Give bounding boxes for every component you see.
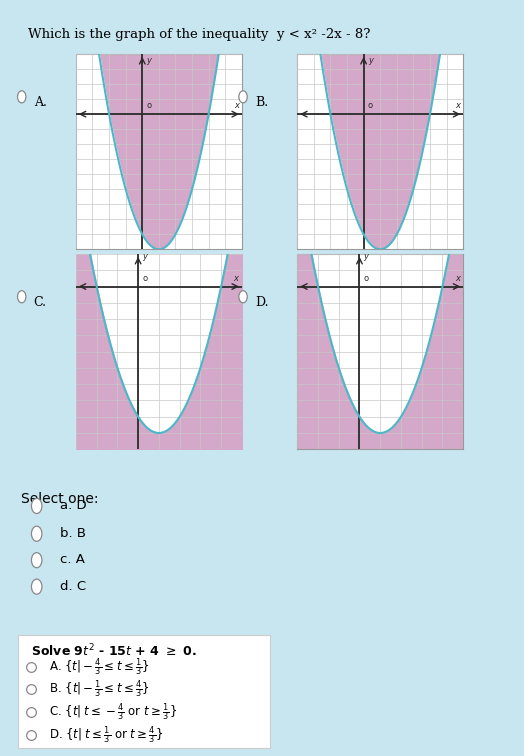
Text: D. $\{t|\;t\leq\frac{1}{3}$ or $t\geq\frac{4}{3}\}$: D. $\{t|\;t\leq\frac{1}{3}$ or $t\geq\fr… [49,724,163,745]
Text: Which is the graph of the inequality  y < x² -2x - 8?: Which is the graph of the inequality y <… [28,29,370,42]
Text: C.: C. [34,296,47,309]
Text: C. $\{t|\;t\leq-\frac{4}{3}$ or $t\geq\frac{1}{3}\}$: C. $\{t|\;t\leq-\frac{4}{3}$ or $t\geq\f… [49,702,177,723]
Text: o: o [364,274,369,283]
Text: y: y [368,56,373,65]
Text: y: y [143,252,147,261]
Text: y: y [146,56,151,65]
Text: o: o [368,101,373,110]
Text: A.: A. [34,96,47,110]
Text: Solve 9$t^2$ - 15$t$ + 4 $\geq$ 0.: Solve 9$t^2$ - 15$t$ + 4 $\geq$ 0. [31,643,196,659]
Text: d. C: d. C [60,580,86,593]
Text: b. B: b. B [60,527,86,540]
Text: Select one:: Select one: [21,492,99,507]
Text: x: x [455,101,460,110]
Text: D.: D. [255,296,268,309]
Text: x: x [455,274,460,283]
Text: c. A: c. A [60,553,85,566]
Text: o: o [146,101,151,110]
Text: x: x [234,274,238,283]
Text: B.: B. [255,96,268,110]
Text: x: x [234,101,239,110]
Text: y: y [364,252,368,261]
Text: a. D: a. D [60,499,87,512]
Text: A. $\{t|-\frac{4}{3}\leq t\leq\frac{1}{3}\}$: A. $\{t|-\frac{4}{3}\leq t\leq\frac{1}{3… [49,656,149,677]
Text: o: o [143,274,147,283]
Text: B. $\{t|-\frac{1}{3}\leq t\leq\frac{4}{3}\}$: B. $\{t|-\frac{1}{3}\leq t\leq\frac{4}{3… [49,679,149,700]
